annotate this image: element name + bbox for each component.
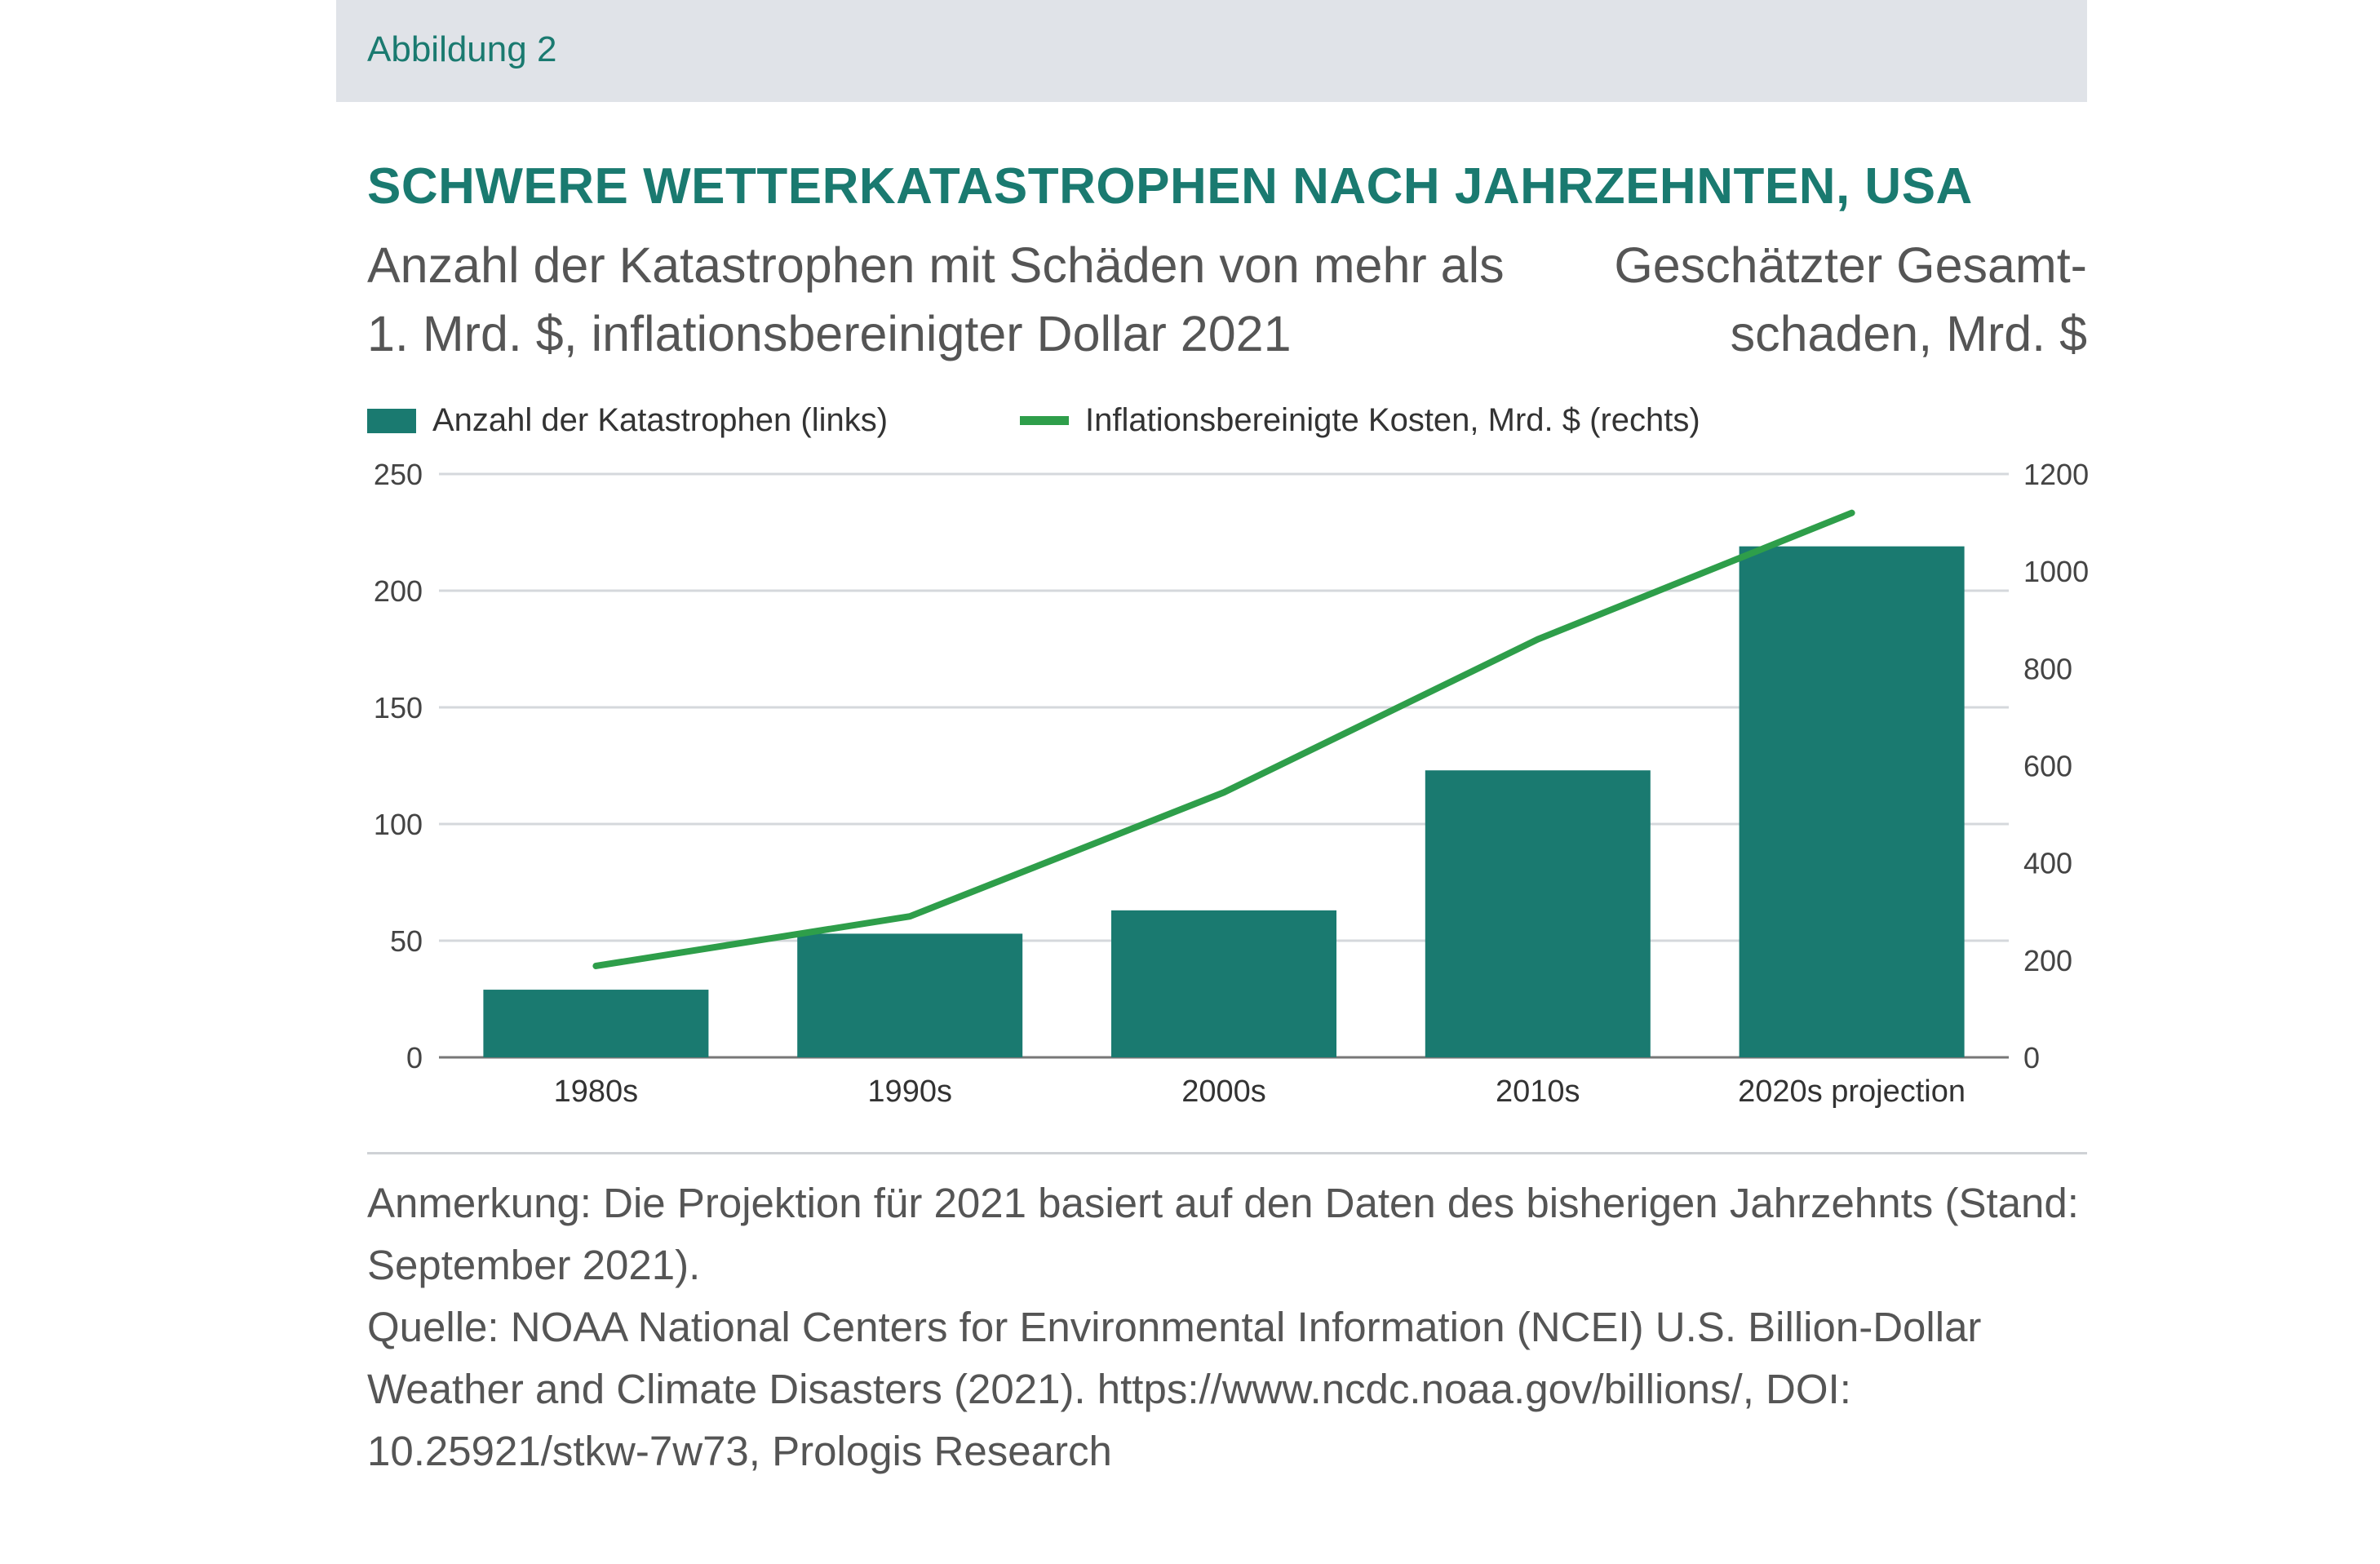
- y-right-tick-label: 1000: [2023, 555, 2089, 588]
- x-tick-label: 1980s: [554, 1074, 639, 1109]
- y-left-tick-label: 250: [374, 458, 423, 491]
- y-right-tick-label: 800: [2023, 652, 2072, 685]
- bar: [1425, 770, 1651, 1057]
- y-left-tick-label: 0: [406, 1041, 423, 1074]
- x-tick-label: 1990s: [867, 1074, 952, 1109]
- y-left-tick-label: 150: [374, 691, 423, 724]
- left-axis-subtitle: Anzahl der Katastrophen mit Schäden von …: [367, 237, 1505, 361]
- bar: [1739, 546, 1965, 1057]
- bar: [1111, 910, 1336, 1057]
- y-right-tick-label: 400: [2023, 847, 2072, 880]
- notes: Anmerkung: Die Projektion für 2021 basie…: [367, 1172, 2097, 1482]
- legend-label-line: Inflationsbereinigte Kosten, Mrd. $ (rec…: [1085, 402, 1700, 438]
- bar: [797, 933, 1023, 1057]
- chart-title: SCHWERE WETTERKATASTROPHEN NACH JAHRZEHN…: [367, 158, 1973, 215]
- x-tick-label: 2020s projection: [1738, 1074, 1966, 1109]
- legend-item-bars: Anzahl der Katastrophen (links): [367, 402, 888, 439]
- bar: [483, 990, 709, 1057]
- y-left-tick-label: 50: [390, 924, 423, 958]
- y-right-tick-label: 600: [2023, 750, 2072, 783]
- x-tick-label: 2010s: [1496, 1074, 1580, 1109]
- legend-swatch-line: [1020, 416, 1069, 425]
- note-source: Quelle: NOAA National Centers for Enviro…: [367, 1304, 1982, 1474]
- divider: [367, 1152, 2087, 1154]
- chart-svg: 0 50 100 150 200 250 0 200 400 600 800 1000 1200 1980…: [374, 458, 2089, 1109]
- legend-swatch-bars: [367, 408, 416, 433]
- y-right-tick-label: 0: [2023, 1041, 2040, 1074]
- y-left-tick-label: 100: [374, 808, 423, 841]
- legend-label-bars: Anzahl der Katastrophen (links): [432, 402, 889, 438]
- y-left-tick-label: 200: [374, 574, 423, 608]
- legend-item-line: Inflationsbereinigte Kosten, Mrd. $ (rec…: [1020, 402, 1700, 439]
- right-axis-subtitle: Geschätzter Gesamt-schaden, Mrd. $: [1614, 237, 2087, 361]
- y-right-tick-label: 1200: [2023, 458, 2089, 491]
- note-remark: Anmerkung: Die Projektion für 2021 basie…: [367, 1180, 2079, 1288]
- y-right-tick-label: 200: [2023, 944, 2072, 977]
- figure-label: Abbildung 2: [367, 29, 557, 69]
- x-tick-label: 2000s: [1181, 1074, 1266, 1109]
- header-band: [336, 0, 2087, 102]
- cost-line: [592, 509, 1855, 969]
